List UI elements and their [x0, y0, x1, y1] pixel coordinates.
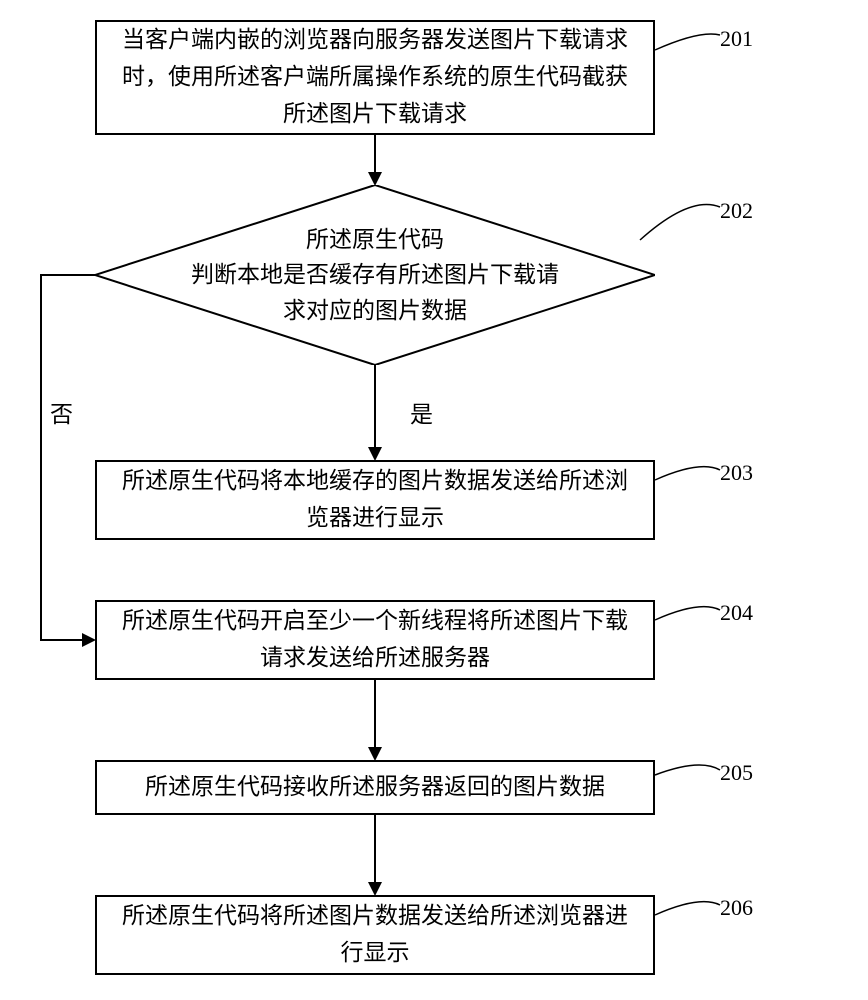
flowchart-canvas: 当客户端内嵌的浏览器向服务器发送图片下载请求时，使用所述客户端所属操作系统的原生… [0, 0, 868, 1000]
label-connectors [0, 0, 868, 1000]
